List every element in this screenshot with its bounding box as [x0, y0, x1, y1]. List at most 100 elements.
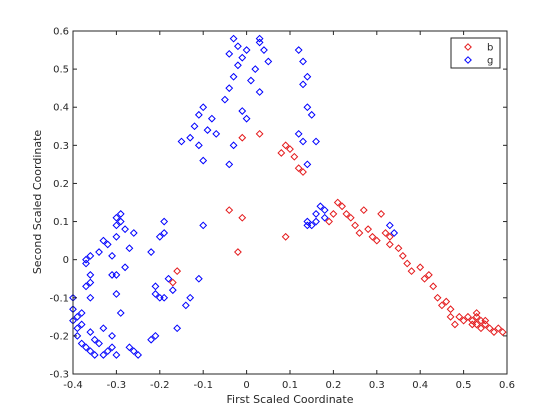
- data-point-g-47: [134, 351, 143, 359]
- data-point-g-113: [390, 229, 399, 237]
- data-point-g-7: [73, 331, 82, 340]
- data-point-g-103: [312, 137, 320, 146]
- data-point-g-75: [220, 95, 229, 104]
- data-point-g-9: [82, 343, 90, 352]
- data-point-g-8: [77, 339, 86, 348]
- data-point-b-41: [446, 305, 455, 314]
- data-point-b-51: [477, 324, 485, 333]
- data-point-g-66: [186, 133, 195, 142]
- data-point-g-110: [320, 206, 329, 215]
- data-point-g-78: [234, 61, 242, 70]
- data-point-b-52: [481, 320, 490, 329]
- data-point-b-6: [255, 129, 264, 138]
- data-point-g-61: [181, 301, 190, 310]
- data-point-g-70: [194, 110, 203, 119]
- data-point-g-39: [129, 229, 138, 237]
- y-tick-label: 0.2: [53, 179, 69, 190]
- data-point-b-12: [299, 168, 307, 176]
- data-point-g-84: [264, 57, 273, 66]
- data-point-g-11: [90, 351, 99, 359]
- x-tick-label: -0.3: [107, 380, 127, 391]
- data-point-g-57: [147, 248, 156, 256]
- data-point-b-26: [377, 210, 386, 218]
- legend: bg: [450, 37, 501, 69]
- data-point-g-18: [112, 351, 121, 359]
- data-point-g-24: [86, 271, 95, 279]
- data-point-g-55: [160, 229, 169, 237]
- data-point-b-48: [472, 312, 481, 321]
- y-tick-label: 0: [63, 255, 69, 266]
- data-point-b-39: [437, 301, 446, 310]
- data-point-b-37: [429, 282, 438, 291]
- data-point-g-43: [112, 290, 121, 298]
- y-tick-label: 0.3: [53, 141, 69, 152]
- data-point-g-15: [99, 351, 108, 359]
- x-tick-label: 0.3: [369, 380, 385, 391]
- data-point-b-3: [238, 213, 247, 222]
- data-point-g-95: [294, 46, 303, 54]
- data-point-g-112: [385, 221, 394, 230]
- data-point-b-35: [420, 274, 429, 283]
- data-point-b-7: [277, 149, 286, 157]
- data-point-g-23: [86, 278, 95, 287]
- x-tick-label: 0.5: [456, 380, 472, 391]
- data-point-b-32: [403, 259, 412, 268]
- data-point-g-72: [207, 114, 216, 123]
- data-point-b-53: [485, 324, 494, 333]
- data-point-b-38: [433, 293, 442, 302]
- data-point-g-2: [73, 312, 82, 321]
- data-point-g-37: [121, 225, 129, 234]
- x-tick-label: -0.4: [63, 380, 83, 391]
- data-point-g-80: [242, 46, 251, 54]
- data-point-b-18: [342, 210, 351, 218]
- data-point-b-25: [372, 236, 381, 245]
- data-point-g-71: [199, 103, 208, 112]
- data-point-b-56: [498, 328, 507, 336]
- data-point-g-46: [129, 347, 138, 356]
- data-point-g-32: [112, 232, 121, 241]
- x-tick-label: 0.4: [412, 380, 428, 391]
- data-point-b-17: [338, 202, 346, 211]
- data-point-g-114: [303, 221, 312, 230]
- data-point-g-41: [112, 271, 121, 279]
- data-point-g-53: [151, 282, 160, 291]
- data-point-g-105: [303, 217, 312, 226]
- data-point-b-57: [472, 309, 481, 317]
- data-point-b-43: [455, 312, 464, 321]
- x-tick-label: 0.2: [325, 380, 341, 391]
- x-axis-label: First Scaled Coordinate: [226, 393, 353, 406]
- data-point-g-5: [77, 309, 86, 317]
- data-point-g-98: [299, 80, 307, 89]
- data-point-g-86: [234, 42, 242, 51]
- data-point-b-33: [407, 267, 416, 276]
- data-point-g-107: [312, 217, 320, 226]
- data-point-g-17: [108, 343, 116, 352]
- data-point-g-109: [316, 202, 325, 211]
- data-point-b-58: [481, 316, 490, 325]
- data-point-g-68: [199, 156, 208, 165]
- data-point-g-102: [299, 137, 307, 146]
- data-point-g-111: [320, 213, 329, 222]
- data-point-b-22: [359, 206, 368, 215]
- data-point-b-24: [368, 232, 377, 241]
- data-point-g-14: [95, 339, 103, 348]
- y-tick-label: 0.4: [53, 103, 69, 114]
- data-point-b-55: [494, 324, 503, 333]
- data-point-g-34: [112, 213, 121, 222]
- data-point-g-108: [312, 210, 320, 218]
- data-point-g-28: [95, 248, 103, 256]
- plot-area-border: [72, 30, 508, 375]
- data-point-b-59: [451, 320, 459, 329]
- data-point-g-81: [251, 65, 260, 74]
- y-axis-ticks: -0.3 -0.2 -0.1 0 0.1 0.2 0.3 0.4 0.5 0.6: [49, 27, 507, 381]
- data-point-b-9: [286, 145, 294, 154]
- data-point-g-88: [247, 76, 255, 85]
- data-point-g-16: [103, 347, 112, 356]
- data-point-g-48: [147, 335, 156, 344]
- data-point-b-21: [355, 229, 364, 237]
- x-tick-label: 0.1: [282, 380, 298, 391]
- data-point-b-44: [459, 316, 468, 325]
- data-point-b-8: [281, 141, 290, 150]
- data-point-b-5: [238, 133, 247, 142]
- data-point-b-2: [234, 248, 242, 256]
